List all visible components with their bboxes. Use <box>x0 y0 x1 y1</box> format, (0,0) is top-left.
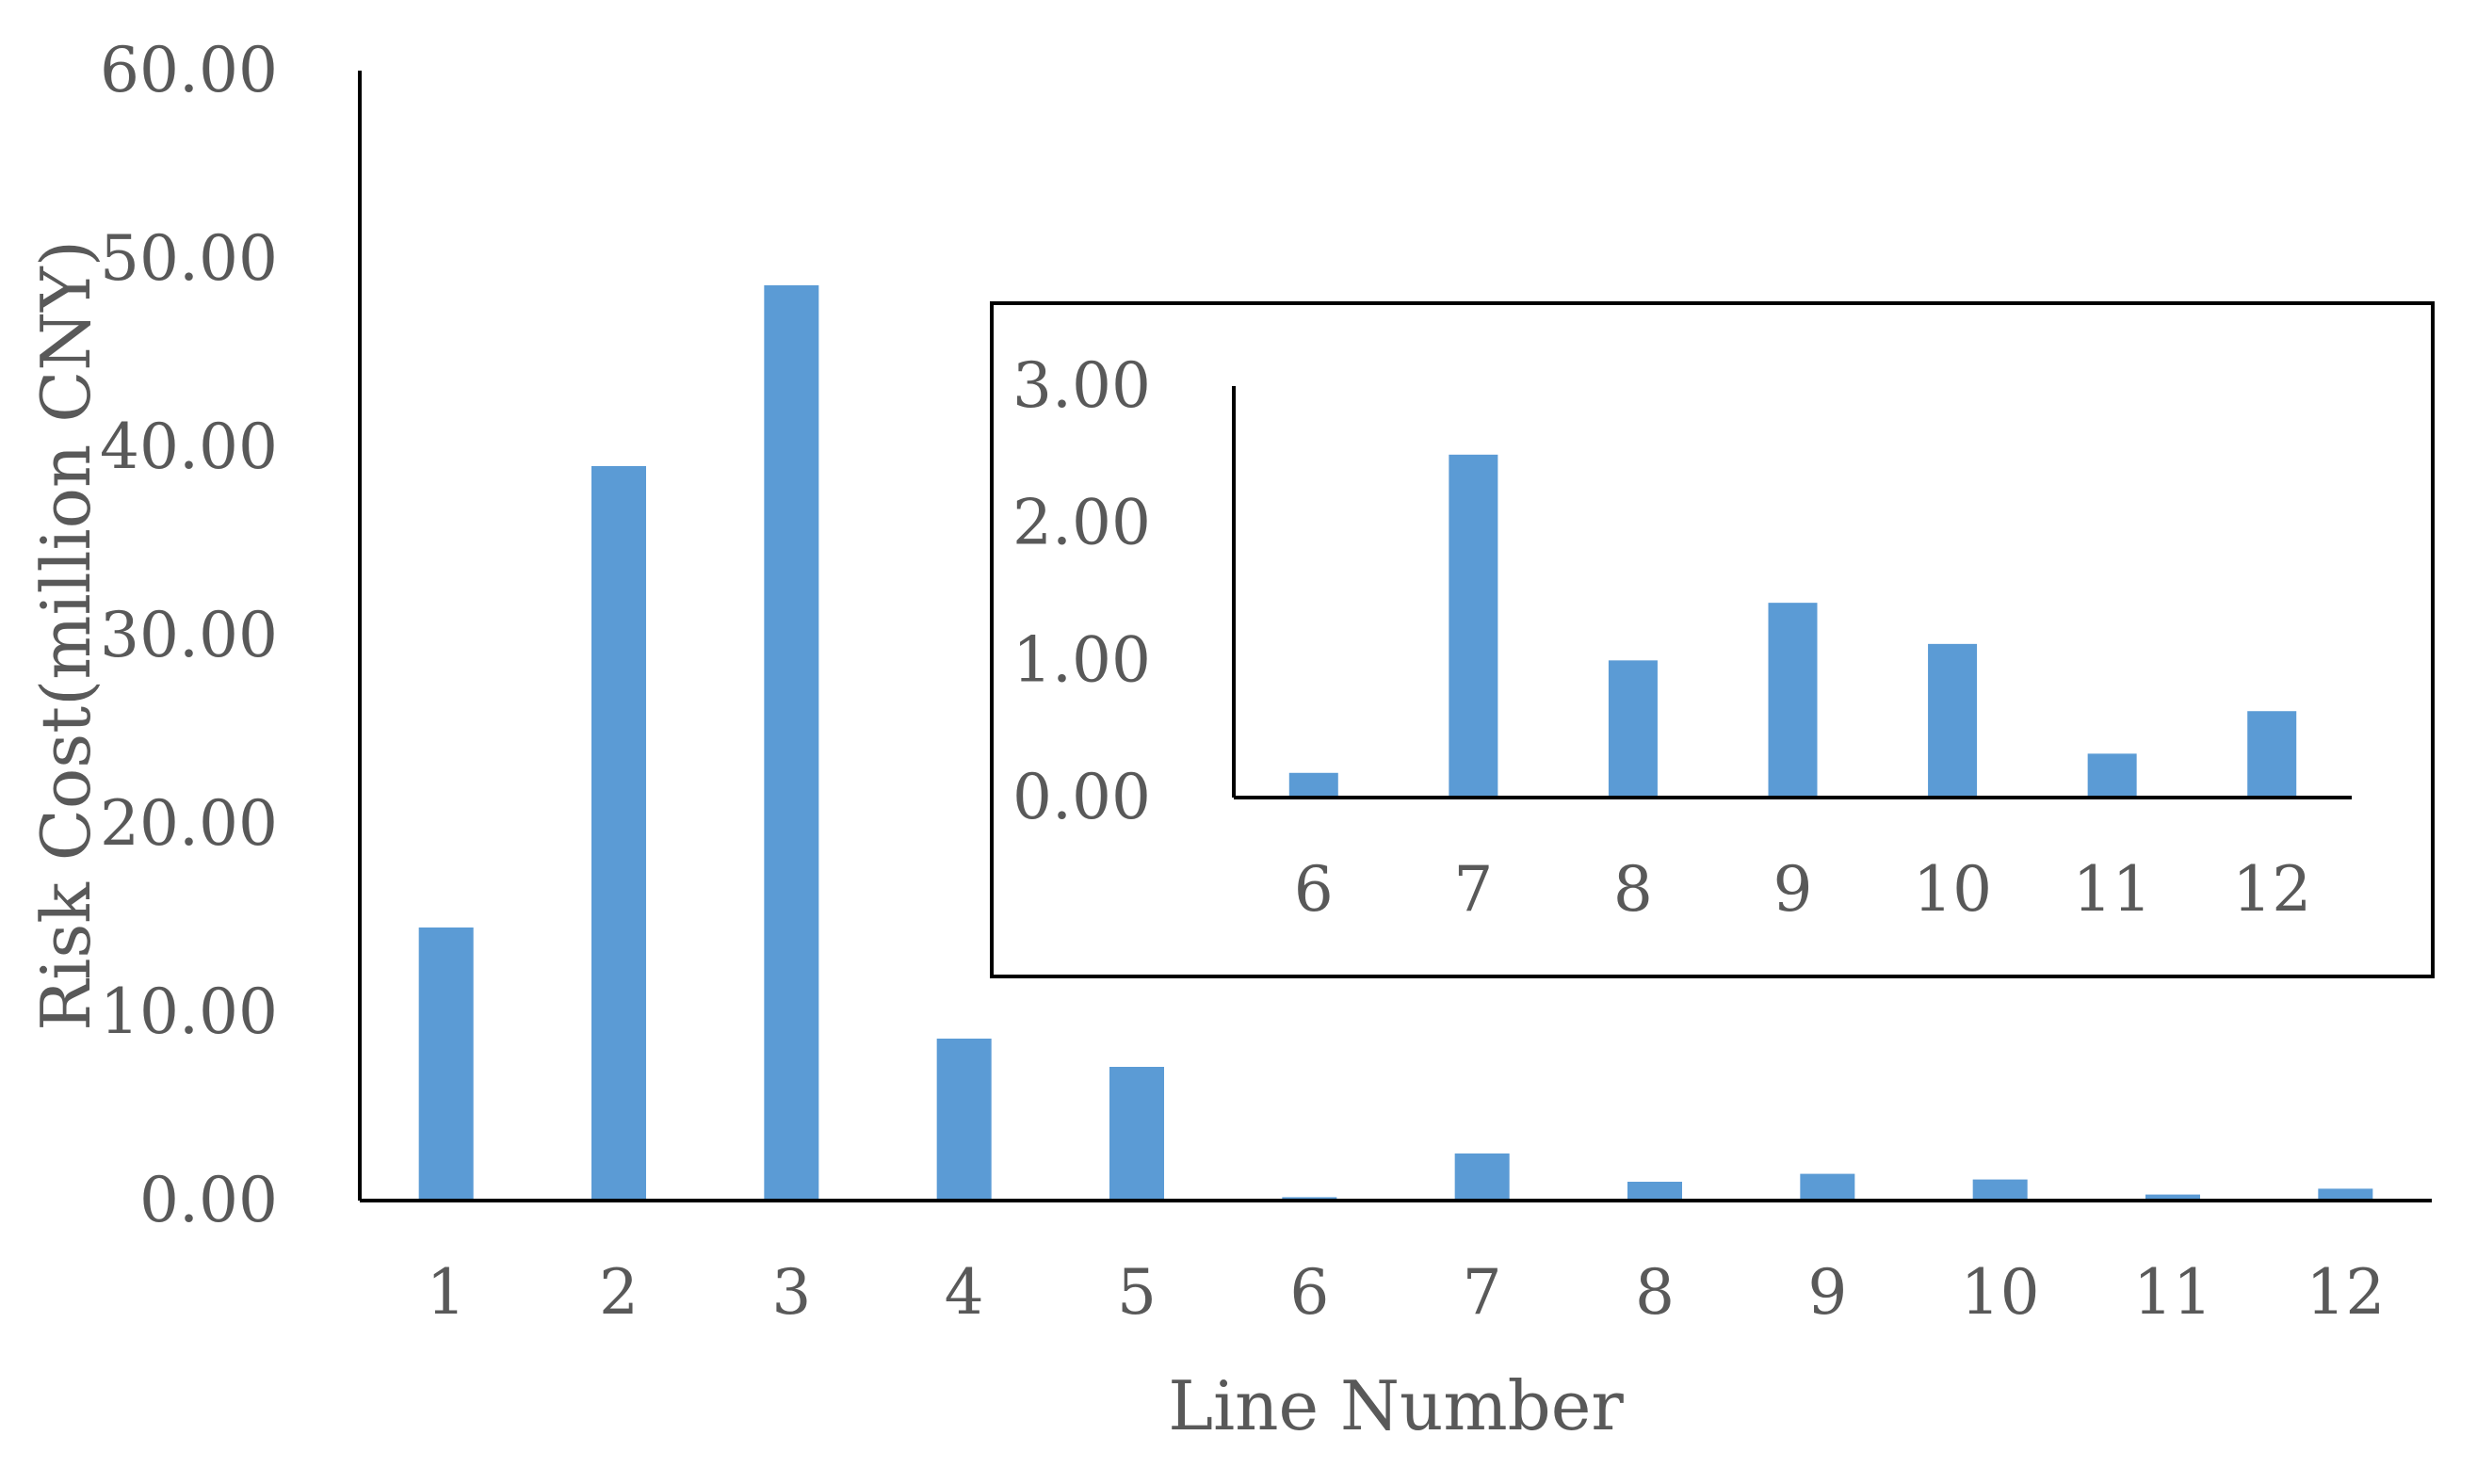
y-axis-title: Risk Cost(million CNY) <box>26 240 105 1031</box>
x-tick-label: 6 <box>1289 1256 1329 1329</box>
bar <box>1800 1173 1855 1201</box>
bar <box>1109 1067 1164 1201</box>
bar <box>936 1039 992 1201</box>
inset-bar <box>1449 454 1498 798</box>
inset-x-tick-label: 10 <box>1913 853 1992 926</box>
inset-y-tick-label: 3.00 <box>1012 349 1151 422</box>
inset-bar <box>1928 643 1978 798</box>
bar <box>2318 1188 2373 1201</box>
x-tick-label: 8 <box>1635 1256 1675 1329</box>
inset-x-tick-label: 11 <box>2073 853 2152 926</box>
inset-y-tick-label: 1.00 <box>1012 623 1151 696</box>
inset-x-tick-label: 7 <box>1453 853 1493 926</box>
inset-bar <box>2087 753 2137 798</box>
x-tick-label: 11 <box>2133 1256 2212 1329</box>
inset-frame <box>990 301 2435 978</box>
bar <box>1627 1182 1682 1201</box>
x-tick-label: 10 <box>1961 1256 2040 1329</box>
y-tick-label: 50.00 <box>100 222 278 295</box>
y-tick-label: 30.00 <box>100 599 278 671</box>
inset-y-tick-label: 2.00 <box>1012 487 1151 559</box>
inset-y-tick-label: 0.00 <box>1012 761 1151 833</box>
inset-bar <box>1768 603 1818 798</box>
inset-x-tick-label: 8 <box>1613 853 1653 926</box>
bar <box>1972 1179 2028 1201</box>
x-tick-label: 2 <box>599 1256 639 1329</box>
bar <box>591 466 646 1201</box>
inset-x-tick-label: 12 <box>2232 853 2311 926</box>
y-tick-label: 10.00 <box>100 976 278 1048</box>
inset-chart: 0.00 1.00 2.00 3.00 6 7 8 9 10 11 12 <box>990 301 2435 978</box>
bar <box>764 285 819 1201</box>
y-tick-label: 0.00 <box>139 1164 278 1236</box>
y-tick-label: 60.00 <box>100 34 278 106</box>
inset-bar <box>1288 772 1338 798</box>
x-tick-label: 7 <box>1463 1256 1502 1329</box>
y-tick-label: 40.00 <box>100 411 278 483</box>
inset-bar <box>1608 660 1658 798</box>
x-tick-label: 3 <box>771 1256 811 1329</box>
y-tick-label: 20.00 <box>100 787 278 860</box>
bar <box>1454 1153 1510 1201</box>
bar <box>2145 1194 2200 1201</box>
x-tick-label: 9 <box>1807 1256 1847 1329</box>
x-tick-label: 1 <box>427 1256 466 1329</box>
x-tick-label: 4 <box>945 1256 984 1329</box>
x-tick-label: 5 <box>1117 1256 1157 1329</box>
x-tick-label: 12 <box>2306 1256 2385 1329</box>
inset-x-tick-label: 6 <box>1294 853 1334 926</box>
bar <box>418 928 474 1201</box>
inset-x-tick-label: 9 <box>1773 853 1813 926</box>
inset-bar <box>2247 711 2297 798</box>
x-axis-title: Line Number <box>1168 1366 1624 1445</box>
